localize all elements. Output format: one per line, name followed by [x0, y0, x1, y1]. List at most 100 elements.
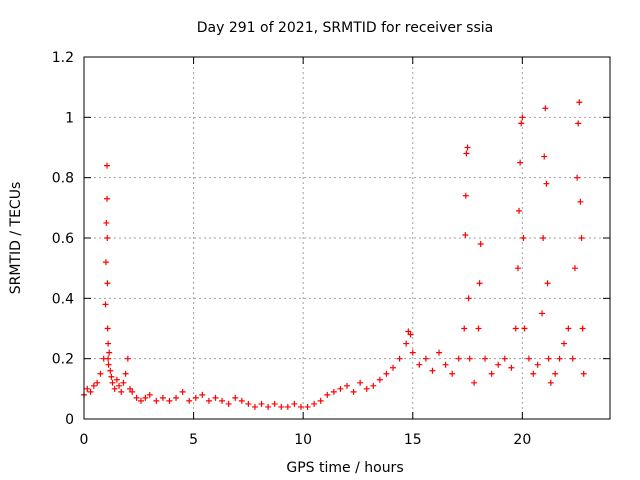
- data-point: [482, 355, 489, 362]
- data-point: [518, 120, 525, 127]
- data-point: [258, 400, 265, 407]
- data-point: [579, 325, 586, 332]
- data-point: [461, 325, 468, 332]
- data-point: [142, 394, 149, 401]
- data-point: [104, 325, 111, 332]
- data-point: [547, 379, 554, 386]
- data-point: [569, 355, 576, 362]
- data-point: [541, 153, 548, 160]
- data-point: [304, 403, 311, 410]
- data-point: [116, 382, 123, 389]
- data-point: [578, 235, 585, 241]
- data-point: [186, 397, 193, 404]
- data-point: [137, 397, 144, 404]
- data-point: [146, 391, 153, 398]
- x-axis-label: GPS time / hours: [286, 460, 403, 476]
- data-point: [84, 385, 91, 392]
- data-point: [97, 370, 104, 377]
- data-point: [575, 120, 582, 127]
- x-tick-label: 0: [80, 432, 89, 448]
- data-point: [113, 376, 120, 383]
- data-point: [449, 370, 456, 377]
- data-point: [512, 325, 519, 332]
- data-point: [324, 391, 331, 398]
- data-point: [350, 388, 357, 395]
- data-point: [133, 394, 140, 401]
- data-point: [90, 382, 97, 389]
- data-point: [127, 385, 134, 392]
- data-point: [118, 388, 125, 395]
- data-point: [542, 105, 549, 112]
- data-point: [501, 355, 508, 362]
- data-point: [205, 397, 212, 404]
- data-point: [403, 340, 410, 347]
- data-point: [153, 397, 160, 404]
- data-point: [552, 370, 559, 377]
- data-point: [129, 388, 136, 395]
- axis-ticks: 0 0.2 0.4 0.6 0.8 1 1.2 0 5 10 15 20: [52, 50, 610, 448]
- data-point: [104, 280, 111, 287]
- y-tick-label: 0.6: [52, 231, 74, 247]
- data-point: [464, 144, 471, 151]
- data-point: [390, 364, 397, 371]
- data-point: [514, 265, 521, 272]
- grid: [84, 57, 610, 419]
- data-point: [102, 259, 109, 266]
- data-point: [580, 370, 587, 377]
- data-point: [199, 391, 206, 398]
- data-point: [104, 235, 111, 241]
- data-point: [284, 403, 291, 410]
- data-point: [571, 265, 578, 272]
- data-point: [495, 361, 502, 368]
- data-point: [465, 295, 472, 302]
- data-point: [179, 388, 186, 395]
- data-point: [516, 207, 523, 214]
- y-tick-label: 0.2: [52, 352, 74, 368]
- data-point: [577, 198, 584, 205]
- data-point: [574, 174, 581, 181]
- data-point: [525, 355, 532, 362]
- data-point: [245, 400, 252, 407]
- data-point: [212, 394, 219, 401]
- x-tick-label: 20: [513, 432, 531, 448]
- data-points: [81, 99, 587, 410]
- data-point: [477, 241, 484, 248]
- data-point: [232, 394, 239, 401]
- data-point: [455, 355, 462, 362]
- data-point: [471, 379, 478, 386]
- data-point: [565, 325, 572, 332]
- data-point: [357, 379, 364, 386]
- data-point: [225, 400, 232, 407]
- data-point: [540, 235, 547, 241]
- data-point: [103, 219, 110, 226]
- data-point: [166, 397, 173, 404]
- data-point: [104, 195, 111, 202]
- data-point: [475, 325, 482, 332]
- data-point: [105, 355, 112, 362]
- data-point: [370, 382, 377, 389]
- data-point: [271, 400, 278, 407]
- data-point: [520, 235, 527, 241]
- data-point: [104, 162, 111, 169]
- data-point: [462, 231, 469, 238]
- y-tick-label: 1.2: [52, 50, 74, 66]
- y-tick-label: 0.4: [52, 291, 74, 307]
- data-point: [396, 355, 403, 362]
- data-point: [108, 373, 115, 380]
- data-point: [476, 280, 483, 287]
- data-point: [265, 403, 272, 410]
- data-point: [466, 355, 473, 362]
- data-point: [344, 382, 350, 389]
- data-point: [422, 355, 429, 362]
- data-point: [405, 328, 412, 335]
- data-point: [436, 349, 443, 356]
- data-point: [192, 394, 199, 401]
- data-point: [376, 376, 383, 383]
- y-tick-label: 0: [65, 412, 74, 428]
- data-point: [251, 403, 258, 410]
- y-tick-label: 0.8: [52, 171, 74, 187]
- data-point: [311, 400, 318, 407]
- data-point: [122, 370, 129, 377]
- data-point: [530, 370, 537, 377]
